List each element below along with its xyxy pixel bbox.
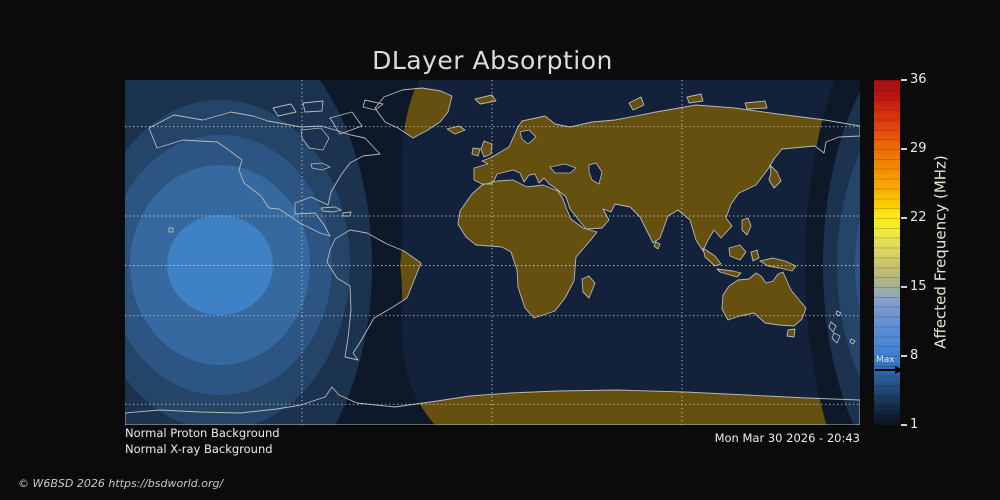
world-map xyxy=(125,80,860,425)
absorption-contour-wrap xyxy=(837,152,860,378)
colorbar-tick-mark xyxy=(901,217,907,219)
absorption-contour-wrap xyxy=(855,218,860,312)
absorption-overlay xyxy=(125,80,860,425)
colorbar-tick-mark xyxy=(901,148,907,150)
max-frequency-label: Max xyxy=(876,355,895,365)
colorbar-tick-label: 22 xyxy=(910,210,927,225)
timestamp: Mon Mar 30 2026 - 20:43 xyxy=(714,431,860,445)
colorbar-tick-label: 15 xyxy=(910,279,927,294)
colorbar-axis-label: Affected Frequency (MHz) xyxy=(931,155,950,349)
colorbar-tick-mark xyxy=(901,424,907,426)
graticule xyxy=(125,80,860,425)
max-frequency-arrow-icon xyxy=(875,366,903,374)
colorbar-tick-mark xyxy=(901,355,907,357)
colorbar-tick-label: 1 xyxy=(910,417,919,432)
colorbar-tick-label: 36 xyxy=(910,72,927,87)
xray-background-status: Normal X-ray Background xyxy=(125,442,273,456)
absorption-contour-peak xyxy=(167,215,273,315)
copyright-notice: © W6BSD 2026 https://bsdworld.org/ xyxy=(18,477,224,490)
colorbar-tick-mark xyxy=(901,286,907,288)
colorbar-tick-label: 8 xyxy=(910,348,919,363)
page-title: DLayer Absorption xyxy=(372,46,613,75)
colorbar-tick-label: 29 xyxy=(910,141,927,156)
proton-background-status: Normal Proton Background xyxy=(125,426,280,440)
colorbar-tick-mark xyxy=(901,79,907,81)
